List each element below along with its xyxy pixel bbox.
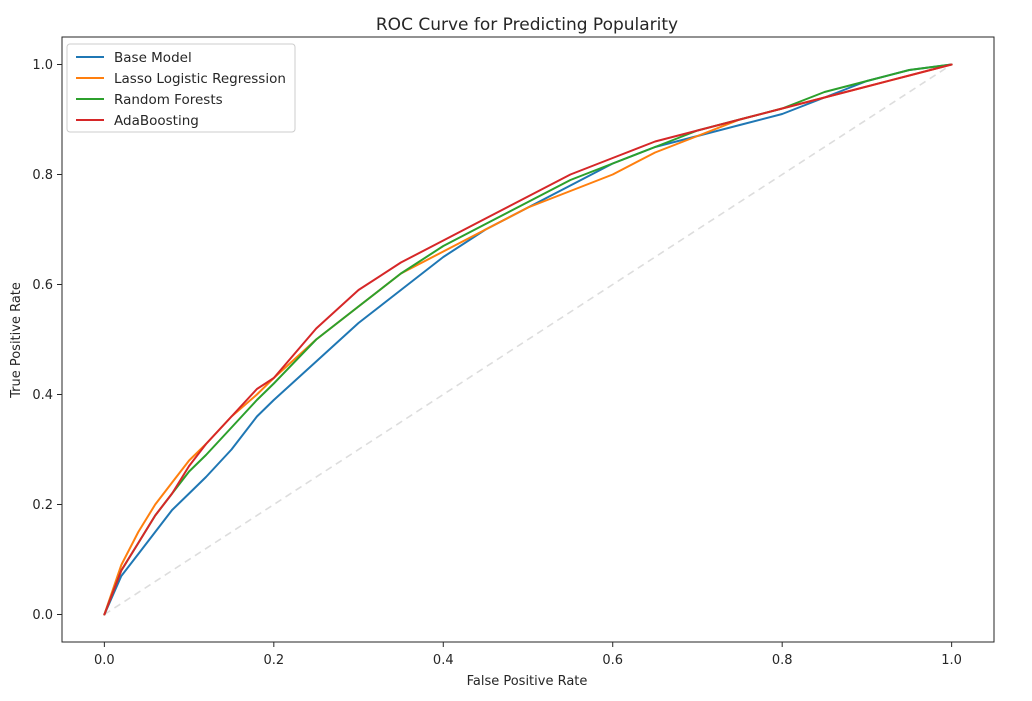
series-line-0	[103, 63, 953, 616]
legend-label-1: Lasso Logistic Regression	[114, 71, 286, 87]
x-tick-label: 0.8	[772, 653, 793, 668]
y-tick-label: 0.6	[32, 278, 53, 293]
y-tick-label: 0.8	[32, 168, 53, 183]
y-tick-label: 0.4	[32, 388, 53, 403]
legend: Base Model Lasso Logistic Regression Rando…	[66, 43, 296, 133]
x-tick-label: 1.0	[941, 653, 962, 668]
legend-label-0: Base Model	[114, 50, 192, 66]
x-axis-label: False Positive Rate	[467, 674, 588, 689]
x-tick-label: 0.0	[94, 653, 115, 668]
legend-label-2: Random Forests	[114, 92, 223, 108]
plot-area	[103, 63, 953, 616]
x-tick-label: 0.4	[433, 653, 454, 668]
y-tick-label: 1.0	[32, 58, 53, 73]
y-axis-ticks: 0.0 0.2 0.4 0.6 0.8 1.0	[32, 58, 62, 623]
x-tick-label: 0.6	[602, 653, 623, 668]
y-axis-label: True Positive Rate	[9, 282, 24, 399]
legend-label-3: AdaBoosting	[114, 113, 199, 129]
axes-frame	[61, 36, 995, 643]
legend-box	[66, 43, 296, 133]
reference-diagonal-line	[103, 63, 953, 616]
x-axis-ticks: 0.0 0.2 0.4 0.6 0.8 1.0	[94, 642, 962, 668]
series-line-3	[103, 63, 953, 616]
chart-title: ROC Curve for Predicting Popularity	[376, 15, 678, 35]
y-tick-label: 0.2	[32, 498, 53, 513]
y-tick-label: 0.0	[32, 608, 53, 623]
x-tick-label: 0.2	[263, 653, 284, 668]
